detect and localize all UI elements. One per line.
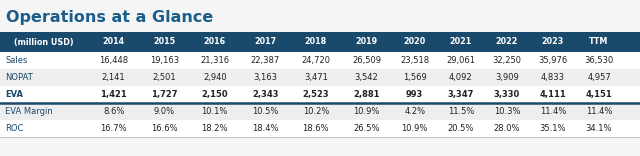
Text: 34.1%: 34.1%	[586, 124, 612, 133]
Text: 3,471: 3,471	[304, 73, 328, 82]
Bar	[0, 103, 640, 120]
Text: 2022: 2022	[496, 37, 518, 46]
Text: 2,501: 2,501	[152, 73, 176, 82]
Text: EVA Margin: EVA Margin	[5, 107, 52, 116]
Text: 4,111: 4,111	[540, 90, 566, 99]
Text: 10.5%: 10.5%	[252, 107, 278, 116]
Text: 3,909: 3,909	[495, 73, 519, 82]
Text: 1,727: 1,727	[151, 90, 177, 99]
Text: 2,523: 2,523	[303, 90, 329, 99]
Text: 993: 993	[406, 90, 423, 99]
Bar	[0, 120, 640, 137]
Text: 1,569: 1,569	[403, 73, 427, 82]
Text: 2,141: 2,141	[102, 73, 125, 82]
Text: 1,421: 1,421	[100, 90, 127, 99]
Text: 2,343: 2,343	[252, 90, 278, 99]
Text: 2020: 2020	[404, 37, 426, 46]
Text: 2018: 2018	[305, 37, 327, 46]
Text: 18.6%: 18.6%	[303, 124, 329, 133]
Text: 24,720: 24,720	[301, 56, 330, 65]
Text: 16.6%: 16.6%	[151, 124, 177, 133]
Text: 2019: 2019	[355, 37, 378, 46]
Text: 4.2%: 4.2%	[404, 107, 426, 116]
Text: 18.4%: 18.4%	[252, 124, 278, 133]
Text: 10.2%: 10.2%	[303, 107, 329, 116]
Text: 11.5%: 11.5%	[447, 107, 474, 116]
Text: 2017: 2017	[254, 37, 276, 46]
Text: 10.1%: 10.1%	[202, 107, 228, 116]
Text: 2015: 2015	[153, 37, 175, 46]
Text: 4,833: 4,833	[541, 73, 565, 82]
Text: 16,448: 16,448	[99, 56, 128, 65]
Text: 10.9%: 10.9%	[353, 107, 380, 116]
Text: TTM: TTM	[589, 37, 609, 46]
Text: 10.3%: 10.3%	[493, 107, 520, 116]
Text: 2023: 2023	[542, 37, 564, 46]
Text: 26.5%: 26.5%	[353, 124, 380, 133]
Text: 3,330: 3,330	[493, 90, 520, 99]
Text: 26,509: 26,509	[352, 56, 381, 65]
Text: 3,163: 3,163	[253, 73, 277, 82]
Text: 32,250: 32,250	[492, 56, 522, 65]
Bar	[0, 52, 640, 69]
Text: EVA: EVA	[5, 90, 23, 99]
Text: 11.4%: 11.4%	[586, 107, 612, 116]
Text: 2,150: 2,150	[202, 90, 228, 99]
Text: 4,151: 4,151	[586, 90, 612, 99]
Text: 9.0%: 9.0%	[154, 107, 175, 116]
Text: 36,530: 36,530	[584, 56, 614, 65]
Text: 2,881: 2,881	[353, 90, 380, 99]
Bar	[0, 32, 640, 52]
Text: 3,347: 3,347	[447, 90, 474, 99]
Text: 16.7%: 16.7%	[100, 124, 127, 133]
Bar	[0, 69, 640, 86]
Text: 2021: 2021	[450, 37, 472, 46]
Text: 4,092: 4,092	[449, 73, 472, 82]
Text: 10.9%: 10.9%	[401, 124, 428, 133]
Text: ROC: ROC	[5, 124, 24, 133]
Text: 8.6%: 8.6%	[103, 107, 124, 116]
Text: 2,940: 2,940	[203, 73, 227, 82]
Text: Sales: Sales	[5, 56, 28, 65]
Text: Operations at a Glance: Operations at a Glance	[6, 10, 213, 25]
Text: 19,163: 19,163	[150, 56, 179, 65]
Text: 29,061: 29,061	[446, 56, 476, 65]
Text: 35.1%: 35.1%	[540, 124, 566, 133]
Text: 21,316: 21,316	[200, 56, 229, 65]
Bar	[0, 86, 640, 103]
Text: 23,518: 23,518	[400, 56, 429, 65]
Text: 2014: 2014	[102, 37, 125, 46]
Text: 20.5%: 20.5%	[447, 124, 474, 133]
Text: 4,957: 4,957	[587, 73, 611, 82]
Text: 18.2%: 18.2%	[202, 124, 228, 133]
Text: (million USD): (million USD)	[14, 37, 74, 46]
Text: 2016: 2016	[204, 37, 226, 46]
Text: 11.4%: 11.4%	[540, 107, 566, 116]
Text: 35,976: 35,976	[538, 56, 568, 65]
Text: 22,387: 22,387	[251, 56, 280, 65]
Text: 28.0%: 28.0%	[493, 124, 520, 133]
Text: NOPAT: NOPAT	[5, 73, 33, 82]
Text: 3,542: 3,542	[355, 73, 378, 82]
